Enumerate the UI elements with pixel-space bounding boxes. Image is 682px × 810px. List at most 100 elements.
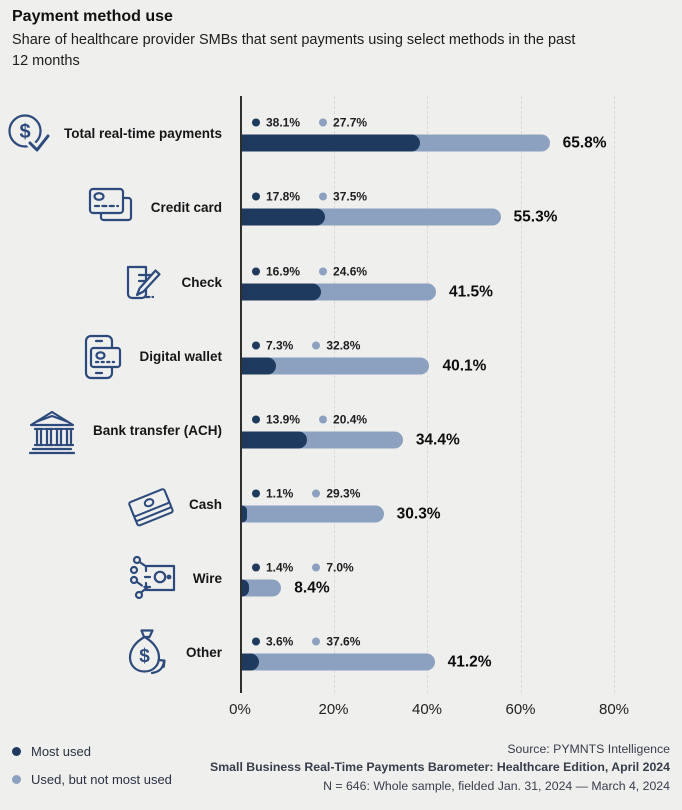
total-value-label: 65.8% — [562, 134, 607, 151]
bar-most-used — [242, 505, 248, 523]
other-icon: $ — [121, 626, 173, 680]
total-value-label: 41.5% — [449, 283, 493, 300]
gridline-40 — [427, 96, 428, 693]
x-tick-60: 60% — [505, 701, 536, 718]
gridline-20 — [333, 96, 335, 693]
bar-used-not-most — [242, 283, 436, 301]
not-most-used-dot — [312, 563, 321, 571]
cash-icon — [124, 479, 176, 531]
bar-used-not-most — [242, 208, 501, 226]
credit-card-icon — [86, 184, 138, 232]
digital-wallet-icon — [76, 332, 126, 382]
bar-used-not-most — [242, 505, 384, 523]
category-label: Other — [185, 645, 222, 660]
chart-plot-area: $ Total real-time payments 38.1% 27.7% 6… — [0, 96, 682, 693]
total-value-label: 30.3% — [396, 505, 441, 522]
total-value-label: 34.4% — [415, 431, 460, 448]
page-title: Payment method use — [12, 8, 173, 25]
x-tick-20: 20% — [318, 701, 349, 718]
legend-not-most-used-dot — [12, 775, 21, 784]
category-label: Total real-time payments — [63, 126, 222, 141]
svg-text:$: $ — [19, 121, 30, 143]
bar-used-not-most — [242, 357, 430, 375]
category-label: Wire — [192, 571, 222, 586]
row-other: $ Other 3.6% 37.6% 41.2% — [0, 615, 682, 690]
most-used-value: 7.3% — [252, 338, 293, 352]
bar-most-used — [242, 357, 277, 375]
category-label: Bank transfer (ACH) — [92, 423, 222, 438]
legend-most-used-label: Most used — [31, 744, 91, 759]
row-wire: Wire 1.4% 7.0% 8.4% — [0, 541, 682, 616]
not-most-used-value: 37.5% — [319, 189, 367, 203]
source-line-3: N = 646: Whole sample, fielded Jan. 31, … — [323, 778, 670, 793]
not-most-used-dot — [319, 192, 328, 200]
source-line-1: Source: PYMNTS Intelligence — [507, 742, 670, 756]
category-label: Digital wallet — [139, 349, 222, 364]
most-used-dot — [252, 563, 260, 571]
not-most-used-value: 29.3% — [312, 486, 360, 500]
bar-most-used — [242, 431, 307, 449]
total-value-label: 41.2% — [447, 653, 492, 670]
most-used-value: 1.1% — [252, 486, 293, 500]
bar-most-used — [242, 134, 421, 152]
legend-not-most-used-label: Used, but not most used — [31, 772, 172, 787]
not-most-used-value: 20.4% — [319, 412, 367, 426]
most-used-dot — [252, 267, 260, 275]
not-most-used-value: 24.6% — [319, 264, 367, 278]
most-used-value: 16.9% — [252, 264, 300, 278]
most-used-value: 13.9% — [252, 412, 300, 426]
most-used-value: 17.8% — [252, 189, 300, 203]
legend-most-used-dot — [12, 747, 21, 756]
total-value-label: 40.1% — [442, 357, 487, 374]
most-used-dot — [252, 489, 260, 497]
category-label: Check — [181, 275, 222, 290]
bar-most-used — [242, 208, 326, 226]
legend-item-not-most-used: Used, but not most used — [12, 772, 172, 787]
y-axis-line — [240, 96, 242, 693]
chart-subtitle: Share of healthcare provider SMBs that s… — [12, 32, 576, 70]
real-time-payments-icon: $ — [3, 110, 51, 158]
total-value-label: 55.3% — [513, 208, 558, 225]
category-label: Credit card — [150, 200, 222, 215]
most-used-dot — [252, 637, 260, 645]
gridline-60 — [520, 96, 522, 693]
source-block: Source: PYMNTS Intelligence Small Busine… — [210, 740, 670, 795]
not-most-used-dot — [319, 415, 328, 423]
svg-text:$: $ — [139, 646, 150, 667]
bar-most-used — [242, 283, 321, 301]
bar-most-used — [242, 653, 259, 671]
most-used-value: 1.4% — [252, 560, 293, 574]
not-most-used-dot — [312, 637, 321, 645]
not-most-used-dot — [319, 267, 328, 275]
row-credit-card: Credit card 17.8% 37.5% 55.3% — [0, 170, 682, 245]
total-value-label: 8.4% — [294, 579, 330, 596]
gridline-80 — [614, 96, 615, 693]
row-total-real-time-payments: $ Total real-time payments 38.1% 27.7% 6… — [0, 96, 682, 171]
not-most-used-dot — [319, 118, 328, 126]
not-most-used-value: 32.8% — [312, 338, 360, 352]
row-bank-transfer-ach: Bank transfer (ACH) 13.9% 20.4% 34.4% — [0, 393, 682, 468]
x-tick-40: 40% — [411, 701, 443, 718]
bar-used-not-most — [242, 431, 403, 449]
legend-item-most-used: Most used — [12, 744, 172, 759]
bar-used-not-most — [242, 134, 550, 152]
x-tick-0: 0% — [229, 701, 251, 718]
not-most-used-value: 37.6% — [312, 634, 360, 648]
most-used-dot — [252, 192, 260, 200]
most-used-value: 38.1% — [252, 115, 300, 129]
source-line-2: Small Business Real-Time Payments Barome… — [210, 760, 670, 775]
legend: Most used Used, but not most used — [12, 744, 172, 787]
bar-used-not-most — [242, 653, 435, 671]
not-most-used-value: 7.0% — [312, 560, 354, 574]
not-most-used-dot — [312, 341, 321, 349]
bar-used-not-most — [242, 579, 282, 597]
bank-transfer-icon — [24, 406, 80, 456]
not-most-used-dot — [312, 489, 321, 497]
most-used-value: 3.6% — [252, 634, 293, 648]
x-tick-80: 80% — [598, 701, 630, 718]
not-most-used-value: 27.7% — [319, 115, 367, 129]
check-icon — [120, 259, 168, 307]
most-used-dot — [252, 118, 260, 126]
most-used-dot — [252, 415, 260, 423]
